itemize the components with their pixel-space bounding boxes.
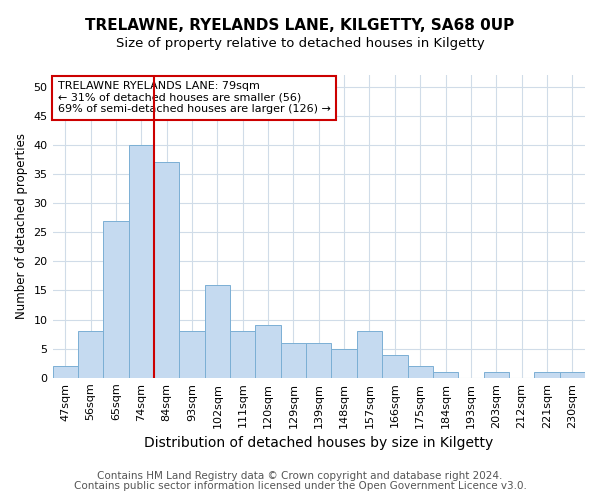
- Bar: [179, 331, 205, 378]
- Bar: [382, 354, 407, 378]
- Bar: [78, 331, 103, 378]
- Bar: [357, 331, 382, 378]
- Bar: [306, 343, 331, 378]
- Text: Contains HM Land Registry data © Crown copyright and database right 2024.: Contains HM Land Registry data © Crown c…: [97, 471, 503, 481]
- Text: TRELAWNE, RYELANDS LANE, KILGETTY, SA68 0UP: TRELAWNE, RYELANDS LANE, KILGETTY, SA68 …: [85, 18, 515, 32]
- Bar: [205, 284, 230, 378]
- Bar: [256, 326, 281, 378]
- Text: TRELAWNE RYELANDS LANE: 79sqm
← 31% of detached houses are smaller (56)
69% of s: TRELAWNE RYELANDS LANE: 79sqm ← 31% of d…: [58, 81, 331, 114]
- Text: Contains public sector information licensed under the Open Government Licence v3: Contains public sector information licen…: [74, 481, 526, 491]
- X-axis label: Distribution of detached houses by size in Kilgetty: Distribution of detached houses by size …: [144, 436, 493, 450]
- Bar: [560, 372, 585, 378]
- Bar: [281, 343, 306, 378]
- Bar: [230, 331, 256, 378]
- Bar: [331, 348, 357, 378]
- Bar: [154, 162, 179, 378]
- Bar: [103, 220, 128, 378]
- Bar: [484, 372, 509, 378]
- Bar: [53, 366, 78, 378]
- Y-axis label: Number of detached properties: Number of detached properties: [15, 134, 28, 320]
- Text: Size of property relative to detached houses in Kilgetty: Size of property relative to detached ho…: [116, 38, 484, 51]
- Bar: [128, 145, 154, 378]
- Bar: [534, 372, 560, 378]
- Bar: [433, 372, 458, 378]
- Bar: [407, 366, 433, 378]
